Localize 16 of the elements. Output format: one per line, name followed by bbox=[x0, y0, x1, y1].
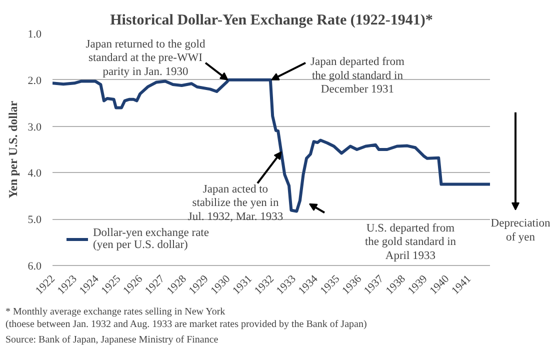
annotation: U.S. departed from the gold standard in April 1933 bbox=[364, 222, 456, 262]
y-tick-label: 4.0 bbox=[28, 168, 42, 180]
y-tick-label: 6.0 bbox=[28, 260, 42, 272]
annotation: Japan departed from the gold standard in December 1931 bbox=[310, 56, 404, 96]
y-tick-label: 1.0 bbox=[28, 28, 42, 40]
source-note: Source: Bank of Japan, Japanese Ministry of Finance bbox=[6, 334, 219, 346]
y-tick-label: 3.0 bbox=[28, 121, 42, 134]
chart-title: Historical Dollar-Yen Exchange Rate (1922-1941)* bbox=[110, 12, 433, 28]
y-tick-label: 2.0 bbox=[28, 74, 42, 87]
y-tick-label: 5.0 bbox=[28, 214, 42, 226]
legend-label: Dollar-yen exchange rate (yen per U.S. dollar) bbox=[93, 227, 209, 251]
text: * Monthly average exchange rates selling in New York (thoese between Jan. 1932 and Aug. 1933 are market rates provided by the Bank of Japan) bbox=[6, 306, 367, 330]
annotation: Japan returned to the gold standard at the pre-WWI parity in Jan. 1930 bbox=[86, 38, 206, 78]
text: Depreciation of yen bbox=[490, 218, 550, 244]
y-axis-title: Yen per U.S. dollar bbox=[6, 100, 20, 198]
annotation: Japan acted to stabilize the yen in Jul. 1932, Mar. 1933 bbox=[188, 183, 284, 223]
